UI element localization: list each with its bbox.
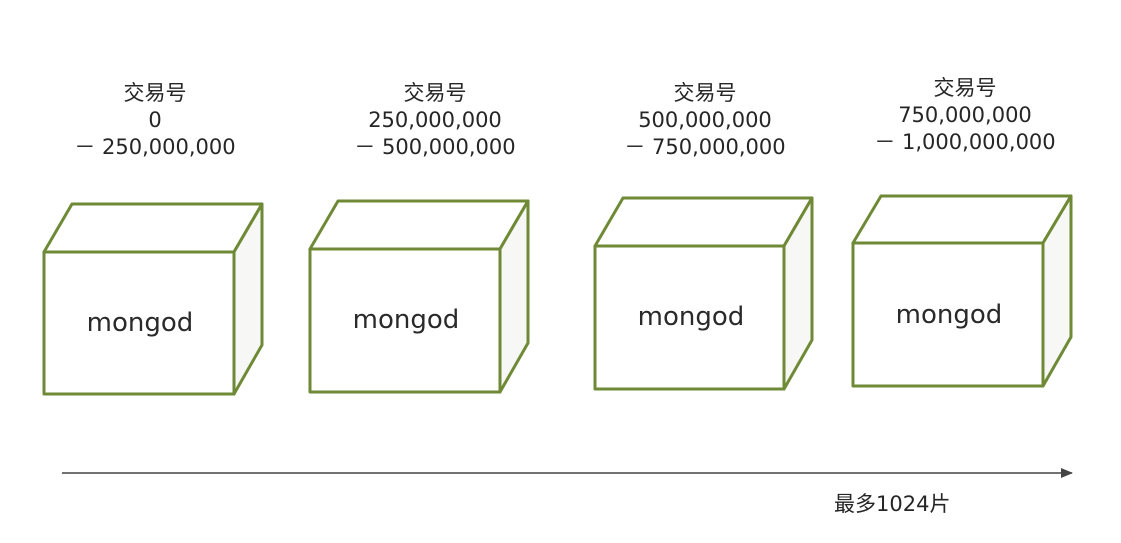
cube-top [851, 194, 1073, 245]
cube-front [593, 244, 786, 391]
range-end: － 1,000,000,000 [874, 130, 1056, 154]
cube-front [42, 250, 236, 396]
cube-top [593, 196, 814, 248]
cube-front [308, 247, 502, 394]
node-label: mongod [896, 300, 1003, 330]
range-start: 250,000,000 [368, 108, 502, 132]
shard-title: 交易号 [403, 81, 467, 105]
shard-label-3: 交易号 500,000,000 － 750,000,000 [585, 80, 825, 161]
node-label: mongod [353, 305, 460, 335]
mongod-node-3: mongod [593, 196, 814, 391]
shard-title: 交易号 [123, 81, 187, 105]
max-shards-label: 最多1024片 [834, 492, 951, 516]
node-label: mongod [87, 308, 194, 338]
mongod-node-4: mongod [851, 194, 1073, 388]
mongod-node-2: mongod [308, 199, 530, 394]
range-end: － 500,000,000 [354, 135, 516, 159]
node-label: mongod [638, 302, 745, 332]
range-start: 750,000,000 [898, 103, 1032, 127]
shard-label-4: 交易号 750,000,000 － 1,000,000,000 [845, 75, 1085, 156]
shard-label-1: 交易号 0 － 250,000,000 [35, 80, 275, 161]
cube-front [851, 241, 1045, 388]
shard-title: 交易号 [673, 81, 737, 105]
shard-title: 交易号 [933, 76, 997, 100]
cube-top [42, 202, 264, 254]
shard-label-2: 交易号 250,000,000 － 500,000,000 [315, 80, 555, 161]
range-end: － 750,000,000 [624, 135, 786, 159]
range-end: － 250,000,000 [74, 135, 236, 159]
range-start: 0 [148, 108, 162, 132]
mongod-node-1: mongod [42, 202, 264, 396]
range-start: 500,000,000 [638, 108, 772, 132]
cube-top [308, 199, 530, 251]
